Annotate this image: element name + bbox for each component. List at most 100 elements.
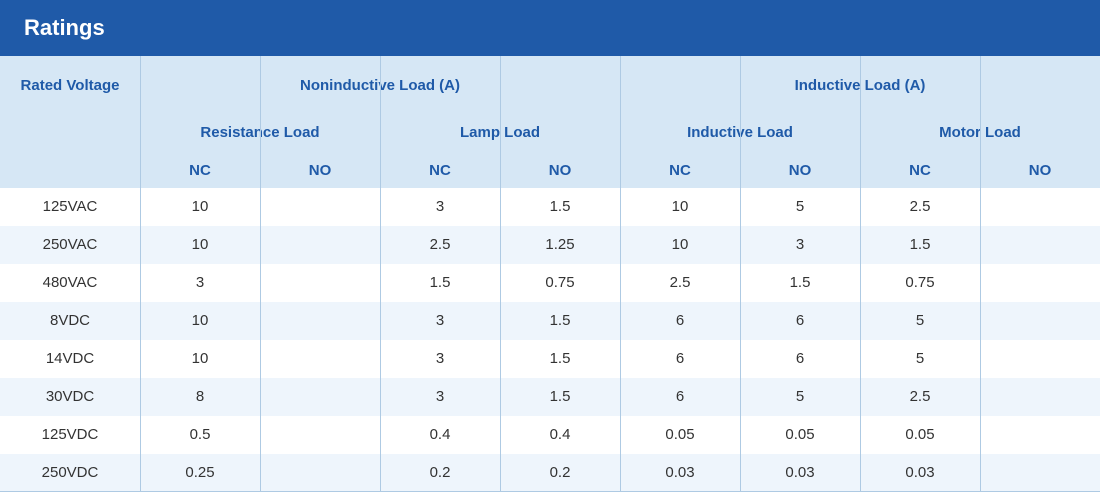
rating-cell: 3 xyxy=(435,312,445,329)
rating-cell: 10 xyxy=(191,236,209,253)
rating-cell xyxy=(260,454,380,492)
rated-voltage-cell: 8VDC xyxy=(49,312,90,329)
rating-cell: 10 xyxy=(191,350,209,367)
title-bar: Ratings xyxy=(0,0,1100,56)
rating-cell: 0.05 xyxy=(905,426,935,443)
page-title: Ratings xyxy=(24,15,105,40)
rating-cell xyxy=(980,188,1100,226)
rating-cell: 0.05 xyxy=(785,426,815,443)
table-row: 250VAC 10 2.5 1.25 10 3 1.5 xyxy=(0,226,1100,264)
column-divider xyxy=(620,56,621,492)
rating-cell xyxy=(260,188,380,226)
header-sub-no: NO xyxy=(308,162,332,179)
rating-cell: 1.5 xyxy=(909,236,931,253)
rating-cell: 1.5 xyxy=(549,198,571,215)
rating-cell xyxy=(980,302,1100,340)
rating-cell: 3 xyxy=(435,350,445,367)
rating-cell: 0.03 xyxy=(905,464,935,481)
rated-voltage-cell: 480VAC xyxy=(42,274,98,291)
rating-cell: 0.4 xyxy=(429,426,451,443)
rating-cell: 10 xyxy=(671,236,689,253)
rating-cell: 2.5 xyxy=(909,388,931,405)
column-divider xyxy=(740,56,741,492)
column-divider xyxy=(260,56,261,492)
rating-cell: 0.03 xyxy=(785,464,815,481)
rating-cell: 6 xyxy=(675,350,685,367)
table-header xyxy=(0,56,1100,188)
table-row: 125VDC 0.5 0.4 0.4 0.05 0.05 0.05 xyxy=(0,416,1100,454)
rating-cell: 3 xyxy=(195,274,205,291)
rating-cell: 2.5 xyxy=(429,236,451,253)
rating-cell xyxy=(980,226,1100,264)
rating-cell: 1.5 xyxy=(429,274,451,291)
rating-cell xyxy=(260,264,380,302)
rating-cell: 0.75 xyxy=(545,274,575,291)
rating-cell: 3 xyxy=(435,198,445,215)
table-row: 14VDC 10 3 1.5 6 6 5 xyxy=(0,340,1100,378)
rating-cell: 6 xyxy=(675,312,685,329)
rating-cell: 0.4 xyxy=(549,426,571,443)
rating-cell: 6 xyxy=(795,312,805,329)
column-divider xyxy=(500,56,501,492)
rating-cell: 0.5 xyxy=(189,426,211,443)
rated-voltage-cell: 125VAC xyxy=(42,198,98,215)
rating-cell: 5 xyxy=(915,350,925,367)
table-row: 8VDC 10 3 1.5 6 6 5 xyxy=(0,302,1100,340)
rating-cell xyxy=(980,264,1100,302)
table-row: 250VDC 0.25 0.2 0.2 0.03 0.03 0.03 xyxy=(0,454,1100,492)
rating-cell: 10 xyxy=(191,198,209,215)
rating-cell: 10 xyxy=(671,198,689,215)
header-sub-nc: NC xyxy=(429,162,451,179)
rating-cell: 3 xyxy=(795,236,805,253)
rating-cell: 0.75 xyxy=(905,274,935,291)
rating-cell xyxy=(260,226,380,264)
rating-cell xyxy=(980,340,1100,378)
column-divider xyxy=(980,56,981,492)
header-sub-nc: NC xyxy=(189,162,211,179)
rating-cell: 0.25 xyxy=(185,464,215,481)
column-divider xyxy=(860,56,861,492)
rating-cell: 0.2 xyxy=(549,464,571,481)
rating-cell: 3 xyxy=(435,388,445,405)
rating-cell xyxy=(260,416,380,454)
rating-cell: 6 xyxy=(675,388,685,405)
column-divider xyxy=(140,56,141,492)
header-rated-voltage: Rated Voltage xyxy=(20,77,120,94)
rated-voltage-cell: 250VDC xyxy=(41,464,99,481)
rating-cell: 5 xyxy=(795,198,805,215)
rating-cell: 1.5 xyxy=(549,350,571,367)
table-row: 30VDC 8 3 1.5 6 5 2.5 xyxy=(0,378,1100,416)
rating-cell: 6 xyxy=(795,350,805,367)
column-divider xyxy=(380,56,381,492)
header-sub-no: NO xyxy=(1028,162,1052,179)
header-lamp-load: Lamp Load xyxy=(459,124,540,141)
rated-voltage-cell: 14VDC xyxy=(45,350,95,367)
rating-cell: 1.5 xyxy=(789,274,811,291)
rating-cell: 0.2 xyxy=(429,464,451,481)
rating-cell xyxy=(260,378,380,416)
rating-cell: 5 xyxy=(795,388,805,405)
rating-cell: 10 xyxy=(191,312,209,329)
rating-cell xyxy=(980,416,1100,454)
rating-cell: 1.5 xyxy=(549,388,571,405)
rated-voltage-cell: 125VDC xyxy=(41,426,99,443)
header-sub-nc: NC xyxy=(909,162,931,179)
rating-cell xyxy=(980,454,1100,492)
rating-cell: 8 xyxy=(195,388,205,405)
table-row: 480VAC 3 1.5 0.75 2.5 1.5 0.75 xyxy=(0,264,1100,302)
header-sub-no: NO xyxy=(788,162,812,179)
rated-voltage-cell: 250VAC xyxy=(42,236,98,253)
rating-cell: 1.25 xyxy=(545,236,575,253)
rated-voltage-cell: 30VDC xyxy=(45,388,95,405)
header-sub-no: NO xyxy=(548,162,572,179)
rating-cell: 2.5 xyxy=(909,198,931,215)
rating-cell xyxy=(980,378,1100,416)
rating-cell xyxy=(260,340,380,378)
rating-cell: 5 xyxy=(915,312,925,329)
table-row: 125VAC 10 3 1.5 10 5 2.5 xyxy=(0,188,1100,226)
rating-cell: 2.5 xyxy=(669,274,691,291)
rating-cell: 1.5 xyxy=(549,312,571,329)
rating-cell: 0.03 xyxy=(665,464,695,481)
rating-cell: 0.05 xyxy=(665,426,695,443)
